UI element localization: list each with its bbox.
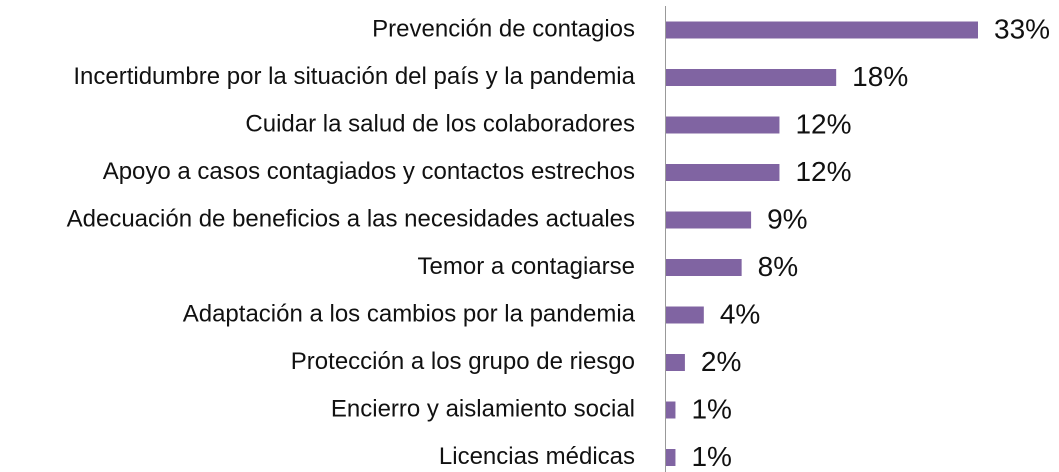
value-label: 1%: [691, 441, 731, 472]
category-label: Temor a contagiarse: [418, 253, 635, 280]
category-label: Protección a los grupo de riesgo: [291, 348, 635, 375]
bar: [666, 401, 676, 419]
category-label: Apoyo a casos contagiados y contactos es…: [103, 158, 635, 185]
bar: [666, 449, 676, 466]
value-label: 12%: [795, 108, 851, 139]
value-label: 8%: [758, 251, 798, 282]
category-label: Cuidar la salud de los colaboradores: [245, 110, 635, 137]
value-label: 9%: [767, 203, 807, 234]
bar: [666, 211, 752, 229]
bar: [666, 306, 704, 324]
bar: [666, 69, 837, 86]
value-label: 12%: [795, 156, 851, 187]
category-label: Encierro y aislamiento social: [331, 395, 635, 422]
category-label: Adecuación de beneficios a las necesidad…: [67, 205, 635, 232]
value-label: 1%: [691, 393, 731, 424]
value-label: 33%: [994, 13, 1050, 44]
value-label: 18%: [852, 61, 908, 92]
category-label: Licencias médicas: [439, 443, 635, 470]
bar: [666, 354, 685, 371]
bar: [666, 164, 780, 181]
category-label: Prevención de contagios: [372, 15, 635, 42]
bar: [666, 259, 742, 276]
category-label: Adaptación a los cambios por la pandemia: [183, 300, 636, 327]
value-label: 2%: [701, 346, 741, 377]
bar: [666, 21, 978, 39]
value-label: 4%: [720, 298, 760, 329]
category-label: Incertidumbre por la situación del país …: [73, 63, 635, 90]
bar: [666, 116, 780, 134]
